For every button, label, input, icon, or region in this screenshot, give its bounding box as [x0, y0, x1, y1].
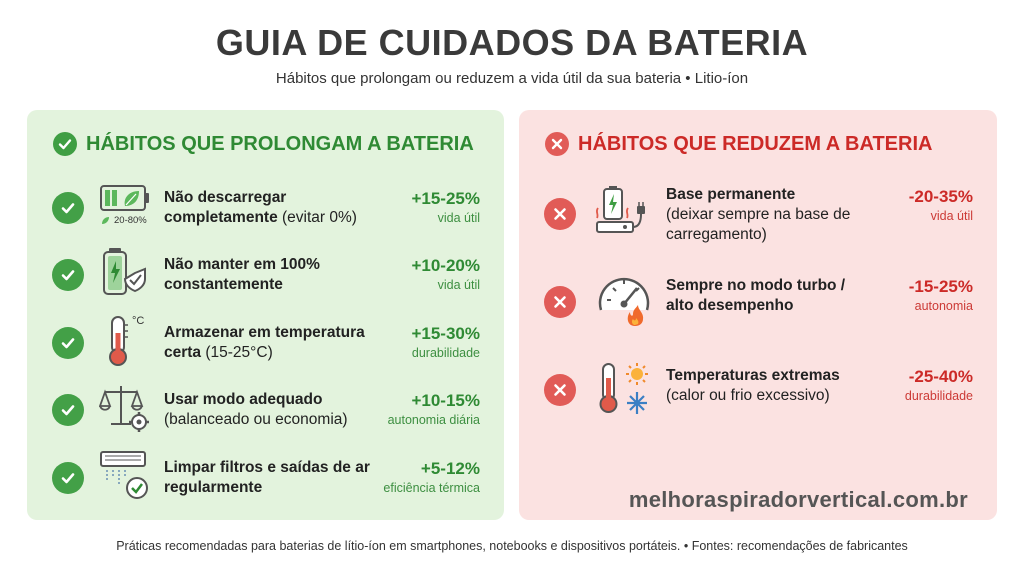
good-habits-heading: HÁBITOS QUE PROLONGAM A BATERIA — [53, 132, 474, 156]
x-circle-icon — [545, 132, 569, 156]
item-value: +10-15% — [411, 391, 480, 410]
good-habits-panel: HÁBITOS QUE PROLONGAM A BATERIA 20-80% N… — [27, 110, 504, 520]
x-icon — [544, 286, 576, 318]
item-title: Sempre no modo turbo / alto desempenho — [666, 277, 846, 314]
x-icon — [544, 374, 576, 406]
item-detail: (calor ou frio excessivo) — [666, 387, 830, 404]
footer-note: Práticas recomendadas para baterias de l… — [116, 539, 908, 553]
item-unit: eficiência térmica — [383, 481, 480, 495]
item-title: Não descarregar completamente — [164, 189, 287, 226]
item-unit: autonomia — [914, 299, 973, 313]
check-icon — [52, 462, 84, 494]
bad-item-2: Sempre no modo turbo / alto desempenho -… — [519, 270, 997, 340]
good-item-3: °C Armazenar em temperatura certa (15-25… — [27, 313, 504, 373]
battery-shield-icon — [99, 245, 155, 301]
good-item-4: Usar modo adequado (balanceado ou econom… — [27, 380, 504, 440]
bad-habits-panel: HÁBITOS QUE REDUZEM A BATERIA Base perma… — [519, 110, 997, 520]
good-item-value: +15-30% durabilidade — [411, 323, 480, 361]
bad-item-value: -15-25% autonomia — [909, 276, 973, 314]
balance-scale-gear-icon — [98, 380, 155, 436]
good-item-value: +5-12% eficiência térmica — [383, 458, 480, 496]
item-value: +15-30% — [411, 324, 480, 343]
bad-item-text: Sempre no modo turbo / alto desempenho — [666, 276, 866, 316]
good-item-value: +10-15% autonomia diária — [388, 390, 480, 428]
air-vent-check-icon — [99, 448, 155, 504]
bad-habits-heading: HÁBITOS QUE REDUZEM A BATERIA — [545, 132, 932, 156]
item-title: Armazenar em temperatura certa — [164, 324, 365, 361]
item-value: -20-35% — [908, 187, 973, 206]
celsius-label: °C — [132, 315, 145, 327]
bad-item-3: Temperaturas extremas (calor ou frio exce… — [519, 360, 997, 430]
battery-leaf-icon: 20-80% — [99, 178, 155, 234]
charging-dock-icon — [595, 184, 651, 240]
item-unit: vida útil — [437, 278, 480, 292]
item-value: +10-20% — [411, 256, 480, 275]
check-icon — [52, 259, 84, 291]
thermometer-sun-snow-icon — [595, 360, 651, 416]
battery-range-label: 20-80% — [114, 215, 147, 226]
check-circle-icon — [53, 132, 77, 156]
item-title: Limpar filtros e saídas de ar regularmen… — [164, 459, 370, 496]
item-title: Usar modo adequado — [164, 391, 323, 408]
item-unit: vida útil — [930, 209, 973, 223]
page-title: GUIA DE CUIDADOS DA BATERIA — [215, 22, 809, 63]
bad-item-value: -20-35% vida útil — [909, 186, 973, 224]
item-value: -25-40% — [908, 367, 973, 386]
good-item-text: Limpar filtros e saídas de ar regularmen… — [164, 458, 379, 498]
item-value: +5-12% — [420, 459, 480, 478]
item-value: +15-25% — [411, 189, 480, 208]
item-detail: (15-25°C) — [201, 344, 273, 361]
item-unit: durabilidade — [904, 389, 973, 403]
good-item-1: 20-80% Não descarregar completamente (ev… — [27, 178, 504, 238]
bad-item-text: Base permanente (deixar sempre na base de… — [666, 185, 866, 245]
good-item-2: Não manter em 100% constantemente +10-20… — [27, 245, 504, 305]
item-detail: (evitar 0%) — [277, 209, 357, 226]
check-icon — [52, 192, 84, 224]
good-item-text: Armazenar em temperatura certa (15-25°C) — [164, 323, 379, 363]
x-icon — [544, 198, 576, 230]
good-item-5: Limpar filtros e saídas de ar regularmen… — [27, 448, 504, 508]
bad-item-text: Temperaturas extremas (calor ou frio exce… — [666, 366, 866, 406]
page-subtitle: Hábitos que prolongam ou reduzem a vida … — [275, 70, 749, 87]
item-detail: (deixar sempre na base de carregamento) — [666, 206, 851, 243]
good-item-value: +10-20% vida útil — [411, 255, 480, 293]
bad-item-value: -25-40% durabilidade — [905, 366, 973, 404]
item-detail: (balanceado ou economia) — [164, 411, 348, 428]
check-icon — [52, 327, 84, 359]
item-unit: autonomia diária — [387, 413, 480, 427]
item-unit: durabilidade — [411, 346, 480, 360]
thermometer-icon: °C — [99, 313, 155, 369]
item-title: Base permanente — [666, 186, 796, 203]
bad-heading-text: HÁBITOS QUE REDUZEM A BATERIA — [578, 132, 933, 155]
good-item-text: Não manter em 100% constantemente — [164, 255, 379, 295]
good-heading-text: HÁBITOS QUE PROLONGAM A BATERIA — [86, 132, 474, 155]
check-icon — [52, 394, 84, 426]
bad-item-1: Base permanente (deixar sempre na base de… — [519, 180, 997, 250]
speedometer-flame-icon — [595, 270, 651, 326]
item-value: -15-25% — [908, 277, 973, 296]
website-watermark: melhoraspiradorvertical.com.br — [628, 487, 968, 512]
item-title: Não manter em 100% constantemente — [164, 256, 320, 293]
item-unit: vida útil — [437, 211, 480, 225]
good-item-value: +15-25% vida útil — [411, 188, 480, 226]
good-item-text: Usar modo adequado (balanceado ou econom… — [164, 390, 379, 430]
good-item-text: Não descarregar completamente (evitar 0%… — [164, 188, 379, 228]
item-title: Temperaturas extremas — [666, 367, 840, 384]
